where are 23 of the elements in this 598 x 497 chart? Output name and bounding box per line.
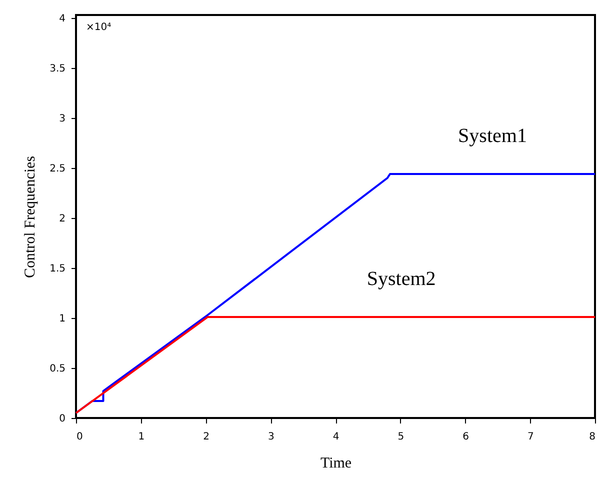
x-tick-label: 3 [268,432,274,442]
y-tick-label: 1 [59,314,66,324]
y-tick-label: 1.5 [50,264,66,274]
y-tick-label: 0 [59,414,66,424]
x-tick-label: 8 [589,432,596,442]
y-tick-label: 2 [59,214,66,224]
series-label: System2 [366,268,436,290]
x-tick-label: 6 [462,432,469,442]
x-axis-title: Time [320,456,352,472]
x-tick-label: 4 [332,432,340,442]
y-tick-label: 2.5 [50,164,66,174]
x-tick-label: 5 [398,432,404,442]
x-tick-label: 0 [76,432,83,442]
annotation: ×10⁴ [86,22,112,33]
x-tick-label: 7 [527,432,534,442]
x-tick-label: 1 [138,432,145,442]
y-axis-title: Control Frequencies [22,156,39,278]
y-tick-label: 4 [59,14,66,24]
y-tick-label: 3.5 [50,64,66,74]
series-label: System1 [458,125,527,147]
y-tick-label: 3 [59,114,66,124]
x-tick-label: 2 [203,432,210,442]
y-tick-label: 0.5 [50,364,66,374]
